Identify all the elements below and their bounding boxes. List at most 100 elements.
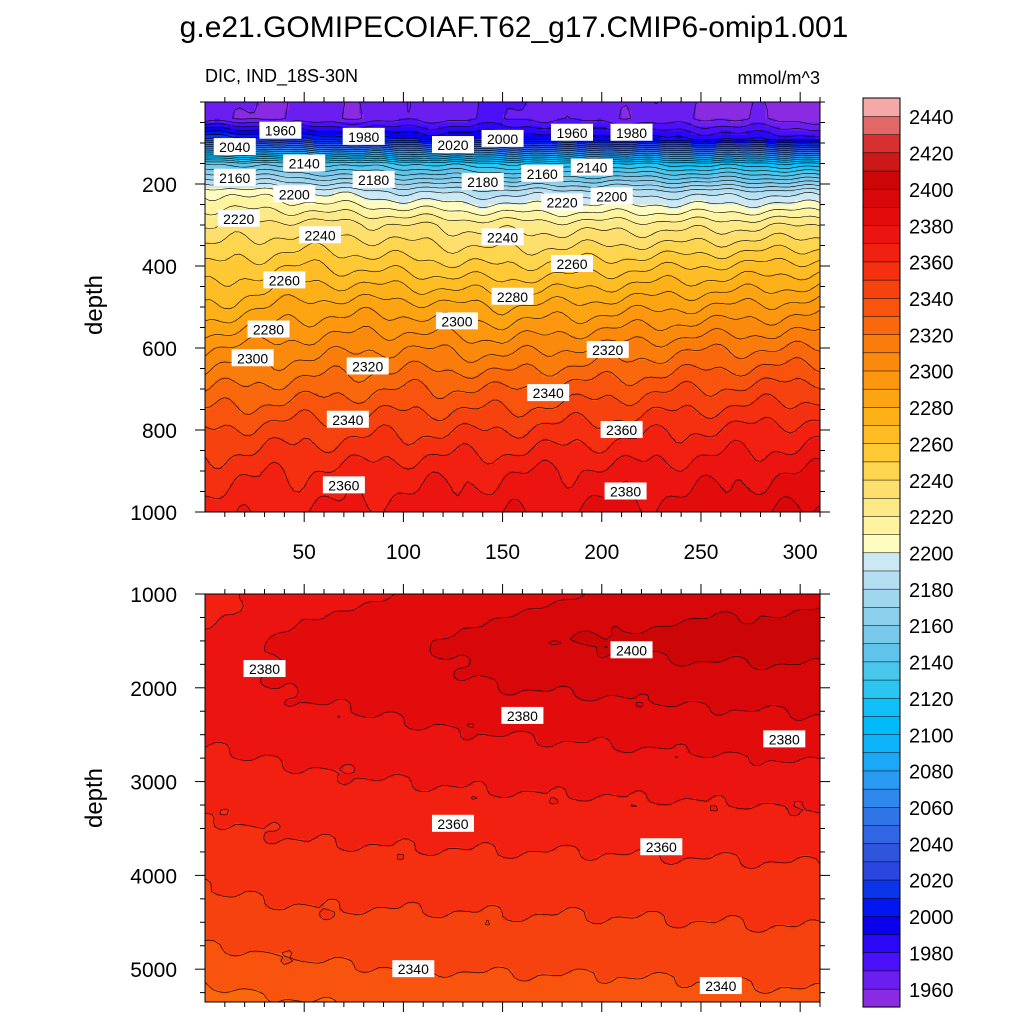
contour-cell bbox=[264, 229, 271, 234]
contour-cell bbox=[373, 229, 380, 234]
contour-cell bbox=[338, 138, 345, 144]
contour-cell bbox=[626, 237, 633, 242]
contour-cell bbox=[428, 212, 434, 218]
contour-cell bbox=[790, 241, 796, 247]
contour-cell bbox=[239, 106, 246, 111]
contour-cell bbox=[745, 216, 752, 222]
contour-cell bbox=[433, 155, 439, 160]
contour-cell bbox=[765, 159, 771, 165]
contour-cell bbox=[408, 138, 414, 144]
contour-cell bbox=[209, 196, 216, 201]
contour-cell bbox=[448, 237, 454, 242]
contour-cell bbox=[428, 241, 434, 247]
contour-cell bbox=[403, 171, 409, 177]
contour-cell bbox=[487, 257, 494, 263]
contour-cell bbox=[537, 225, 543, 230]
contour-cell bbox=[815, 229, 820, 234]
contour-cell bbox=[750, 188, 757, 193]
contour-cell bbox=[646, 171, 652, 177]
contour-cell bbox=[686, 126, 692, 132]
contour-cell bbox=[234, 110, 241, 115]
contour-cell bbox=[641, 159, 648, 165]
contour-cell bbox=[249, 225, 256, 230]
contour-cell bbox=[205, 237, 211, 242]
contour-cell bbox=[328, 204, 335, 210]
contour-cell bbox=[348, 216, 355, 222]
contour-cell bbox=[815, 175, 820, 181]
contour-cell bbox=[676, 110, 682, 115]
contour-cell bbox=[348, 212, 355, 218]
contour-cell bbox=[368, 102, 375, 107]
contour-cell bbox=[770, 122, 776, 128]
contour-cell bbox=[319, 212, 325, 218]
contour-cell bbox=[532, 188, 538, 193]
contour-cell bbox=[373, 249, 380, 255]
contour-cell bbox=[567, 208, 573, 214]
contour-cell bbox=[249, 155, 256, 160]
contour-cell bbox=[304, 171, 310, 177]
contour-cell bbox=[720, 155, 727, 160]
contour-cell bbox=[591, 249, 598, 255]
contour-cell bbox=[557, 143, 563, 148]
contour-cell bbox=[462, 225, 469, 230]
contour-cell bbox=[269, 208, 276, 214]
contour-cell bbox=[462, 257, 469, 263]
contour-cell bbox=[229, 126, 236, 132]
contour-cell bbox=[378, 102, 385, 107]
contour-cell bbox=[815, 225, 820, 230]
contour-cell bbox=[790, 138, 796, 144]
contour-cell bbox=[671, 106, 677, 111]
contour-cell bbox=[343, 167, 350, 173]
contour-cell bbox=[353, 204, 360, 210]
contour-cell bbox=[487, 114, 494, 119]
contour-cell bbox=[219, 241, 226, 247]
contour-cell bbox=[497, 102, 504, 107]
contour-cell bbox=[626, 179, 633, 185]
contour-cell bbox=[666, 106, 672, 111]
contour-cell bbox=[224, 241, 231, 247]
contour-cell bbox=[502, 171, 509, 177]
contour-cell bbox=[656, 261, 662, 267]
contour-cell bbox=[512, 204, 519, 210]
contour-cell bbox=[666, 126, 672, 132]
contour-cell bbox=[730, 106, 737, 111]
contour-cell bbox=[492, 245, 499, 251]
contour-cell bbox=[294, 138, 300, 144]
contour-cell bbox=[606, 249, 613, 255]
contour-cell bbox=[641, 225, 648, 230]
contour-cell bbox=[309, 114, 315, 119]
contour-cell bbox=[755, 245, 762, 251]
contour-cell bbox=[304, 130, 310, 136]
contour-cell bbox=[755, 212, 762, 218]
contour-cell bbox=[666, 110, 672, 115]
contour-cell bbox=[770, 118, 776, 124]
contour-cell bbox=[363, 200, 370, 206]
contour-cell bbox=[497, 114, 504, 119]
contour-cell bbox=[621, 163, 628, 169]
contour-cell bbox=[765, 130, 771, 136]
contour-cell bbox=[641, 241, 648, 247]
contour-cell bbox=[309, 179, 315, 185]
contour-cell bbox=[636, 159, 643, 165]
contour-cell bbox=[239, 118, 246, 124]
contour-cell bbox=[616, 184, 623, 189]
contour-cell bbox=[462, 167, 469, 173]
contour-cell bbox=[730, 138, 737, 144]
contour-cell bbox=[433, 192, 439, 197]
contour-cell bbox=[393, 143, 400, 148]
contour-cell bbox=[452, 130, 459, 136]
contour-cell bbox=[383, 257, 390, 263]
contour-cell bbox=[368, 204, 375, 210]
contour-cell bbox=[631, 212, 638, 218]
contour-cell bbox=[532, 151, 538, 156]
contour-cell bbox=[254, 143, 261, 148]
contour-cell bbox=[324, 249, 330, 255]
contour-cell bbox=[765, 245, 771, 251]
contour-cell bbox=[492, 155, 499, 160]
contour-cell bbox=[720, 200, 727, 206]
contour-cell bbox=[522, 253, 528, 259]
contour-cell bbox=[333, 126, 340, 132]
contour-cell bbox=[348, 155, 355, 160]
contour-cell bbox=[705, 229, 712, 234]
contour-cell bbox=[750, 171, 757, 177]
